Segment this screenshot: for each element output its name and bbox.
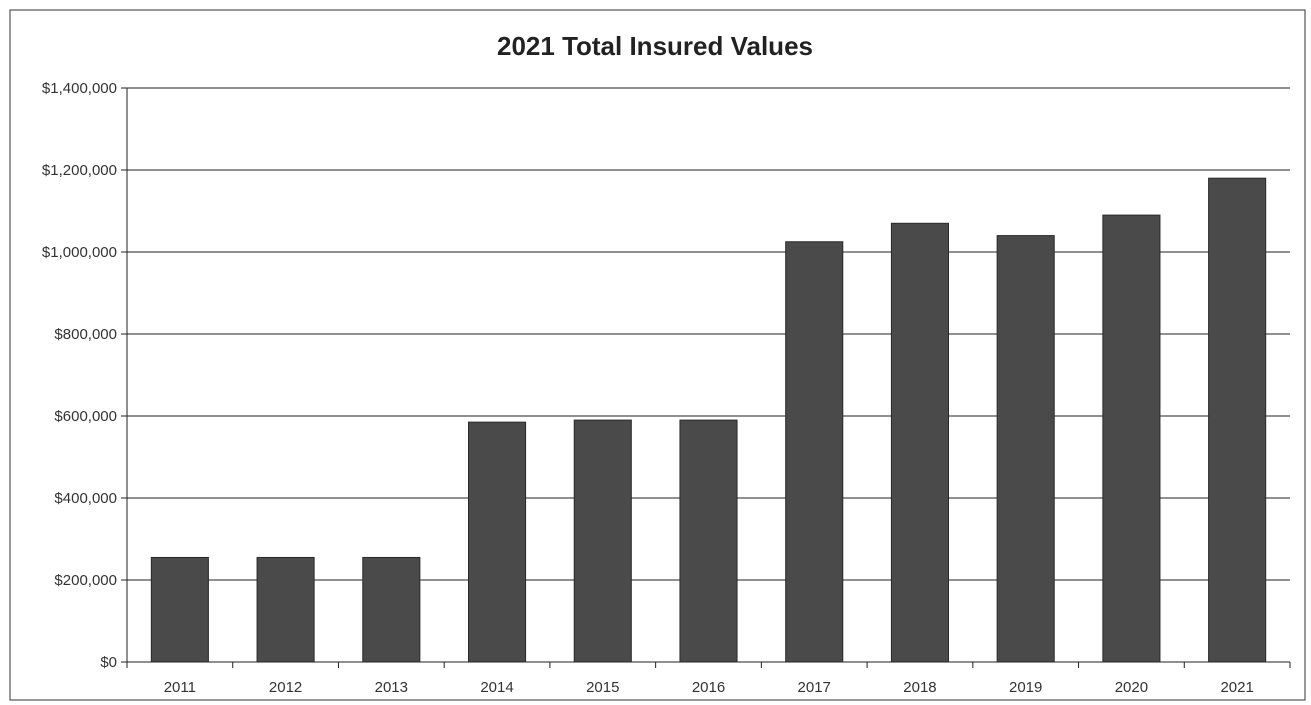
x-tick-label: 2014 xyxy=(480,679,513,696)
x-tick-label: 2015 xyxy=(586,679,619,696)
x-tick-label: 2011 xyxy=(164,679,196,696)
bars xyxy=(150,177,1267,663)
y-tick-label: $200,000 xyxy=(54,572,117,589)
y-tick-label: $800,000 xyxy=(54,326,117,343)
x-tick-label: 2019 xyxy=(1009,679,1042,696)
bar-2017 xyxy=(785,241,844,663)
x-tick-label: 2013 xyxy=(375,679,408,696)
bar-2020 xyxy=(1102,214,1161,663)
axes xyxy=(121,87,1291,668)
y-tick-labels: $0 $200,000 $400,000 $600,000 $800,000 $1,000… xyxy=(42,80,117,671)
bar-2012 xyxy=(256,556,315,663)
x-tick-label: 2012 xyxy=(269,679,302,696)
bar-2016 xyxy=(679,419,738,663)
chart-title: 2021 Total Insured Values xyxy=(497,31,813,61)
x-tick-label: 2021 xyxy=(1220,679,1253,696)
x-tick-label: 2018 xyxy=(903,679,936,696)
bar-2014 xyxy=(467,421,527,663)
y-tick-label: $1,400,000 xyxy=(42,80,117,97)
x-tick-label: 2020 xyxy=(1115,679,1148,696)
bar-2021 xyxy=(1208,177,1267,663)
y-tick-label: $0 xyxy=(100,654,117,671)
x-tick-label: 2017 xyxy=(798,679,831,696)
bar-2013 xyxy=(362,556,421,663)
bar-2018 xyxy=(890,222,950,663)
y-tick-label: $600,000 xyxy=(54,408,117,425)
bar-2015 xyxy=(573,419,632,663)
bar-2011 xyxy=(150,556,209,663)
y-tick-label: $1,000,000 xyxy=(42,244,117,261)
chart-frame xyxy=(9,9,1306,701)
x-tick-label: 2016 xyxy=(692,679,725,696)
y-tick-label: $400,000 xyxy=(54,490,117,507)
bar-2019 xyxy=(996,235,1055,663)
gridlines xyxy=(127,87,1290,581)
x-tick-labels: 2011 2012 2013 2014 2015 2016 2017 2018 2019 2020… xyxy=(164,679,1254,696)
y-tick-label: $1,200,000 xyxy=(42,162,117,179)
